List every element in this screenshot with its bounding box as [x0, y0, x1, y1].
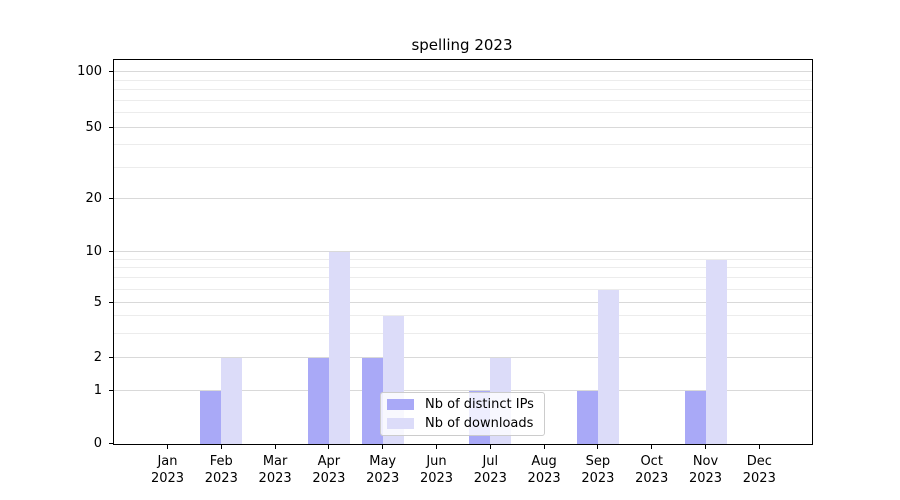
x-tick-mark-aug: [543, 444, 545, 449]
y-tick-label-20: 20: [85, 191, 102, 206]
gridline-minor-8: [114, 267, 812, 269]
x-tick-label-jul: Jul 2023: [473, 454, 507, 486]
x-tick-label-apr: Apr 2023: [312, 454, 346, 486]
y-tick-mark-0: [109, 443, 114, 444]
y-tick-mark-20: [109, 198, 114, 199]
bar-distinct-ips-may: [361, 358, 383, 444]
legend-swatch-downloads: [387, 418, 414, 429]
y-tick-mark-100: [109, 71, 114, 72]
x-tick-label-may: May 2023: [366, 454, 400, 486]
gridline-major-50: [114, 127, 812, 128]
x-tick-mark-mar: [274, 444, 276, 449]
legend: Nb of distinct IPs Nb of downloads: [380, 392, 545, 436]
x-tick-label-feb: Feb 2023: [204, 454, 238, 486]
gridline-minor-90: [114, 79, 812, 81]
y-tick-label-5: 5: [93, 295, 102, 310]
gridline-minor-6: [114, 288, 812, 290]
x-tick-mark-nov: [705, 444, 706, 449]
y-tick-mark-2: [109, 357, 114, 358]
x-tick-mark-apr: [328, 444, 330, 449]
y-tick-label-50: 50: [85, 120, 102, 135]
bar-distinct-ips-sep: [576, 391, 598, 444]
gridline-major-5: [114, 302, 812, 303]
gridline-minor-30: [114, 166, 812, 168]
x-tick-label-jun: Jun 2023: [419, 454, 454, 486]
x-tick-mark-oct: [651, 444, 653, 449]
legend-label-distinct-ips: Nb of distinct IPs: [425, 396, 534, 412]
gridline-major-20: [114, 198, 812, 199]
gridline-major-10: [114, 251, 812, 252]
gridline-minor-3: [114, 332, 812, 334]
legend-label-downloads: Nb of downloads: [425, 415, 534, 431]
y-tick-mark-5: [109, 302, 114, 303]
x-tick-mark-jun: [436, 444, 437, 449]
gridline-minor-9: [114, 258, 812, 260]
x-tick-label-sep: Sep 2023: [581, 454, 615, 486]
gridline-major-2: [114, 357, 812, 358]
y-tick-label-2: 2: [93, 350, 102, 365]
bar-downloads-apr: [328, 252, 350, 444]
gridline-minor-4: [114, 315, 812, 317]
x-tick-label-mar: Mar 2023: [258, 454, 292, 486]
y-tick-label-0: 0: [93, 436, 102, 451]
bar-downloads-nov: [705, 259, 727, 444]
x-tick-label-dec: Dec 2023: [742, 454, 776, 486]
bar-distinct-ips-feb: [200, 391, 222, 444]
y-tick-label-100: 100: [77, 64, 102, 79]
chart-title: spelling 2023: [411, 36, 513, 54]
bar-downloads-sep: [597, 289, 619, 444]
x-tick-mark-jul: [489, 444, 491, 449]
gridline-major-100: [114, 71, 812, 72]
x-tick-label-nov: Nov 2023: [688, 454, 723, 486]
bar-distinct-ips-apr: [307, 358, 329, 444]
bar-downloads-feb: [221, 358, 243, 444]
y-tick-mark-50: [109, 127, 114, 128]
legend-swatch-distinct-ips: [387, 399, 414, 410]
gridline-minor-40: [114, 144, 812, 146]
legend-item-downloads: Nb of downloads: [387, 416, 535, 432]
x-tick-mark-sep: [597, 444, 599, 449]
gridline-minor-80: [114, 89, 812, 91]
gridline-minor-60: [114, 112, 812, 114]
x-tick-label-jan: Jan 2023: [150, 454, 185, 486]
x-tick-mark-may: [382, 444, 384, 449]
y-tick-label-10: 10: [85, 244, 102, 259]
y-tick-mark-10: [109, 251, 114, 252]
gridline-minor-70: [114, 99, 812, 101]
x-tick-label-oct: Oct 2023: [635, 454, 669, 486]
gridline-minor-7: [114, 277, 812, 279]
legend-item-distinct-ips: Nb of distinct IPs: [387, 397, 535, 413]
x-tick-label-aug: Aug 2023: [527, 454, 561, 486]
x-tick-mark-dec: [758, 444, 760, 449]
x-tick-mark-feb: [220, 444, 222, 449]
y-tick-mark-1: [109, 390, 114, 391]
y-tick-label-1: 1: [93, 383, 102, 398]
gridline-major-1: [114, 390, 812, 391]
x-tick-mark-jan: [167, 444, 168, 449]
plot-area: 0 1 2 5 10 20 50 100 Jan 2023 Feb 2023 Mar 2023 Apr…: [77, 59, 813, 486]
bar-distinct-ips-nov: [684, 391, 706, 444]
